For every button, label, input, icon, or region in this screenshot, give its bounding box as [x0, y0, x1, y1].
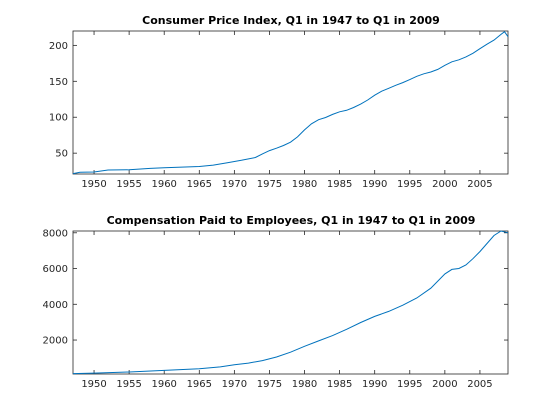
subplot-cpi-marks: 1950 1955 1960 1965 1970 1975 1980 1985 1990 1995…	[49, 30, 509, 190]
x-tick-label: 1995	[397, 179, 422, 190]
x-tick-label: 1955	[116, 379, 141, 390]
subplot-compensation-axes	[72, 230, 509, 375]
x-tick-label: 1950	[81, 379, 106, 390]
series-line-cpi	[72, 30, 509, 175]
y-tick-label: 6000	[43, 264, 68, 275]
x-tick-label: 1965	[187, 179, 212, 190]
x-tick-label: 1980	[292, 379, 317, 390]
x-tick-label: 1965	[187, 379, 212, 390]
x-tick-label: 1985	[327, 179, 352, 190]
subplot-compensation-title: Compensation Paid to Employees, Q1 in 19…	[107, 214, 476, 227]
x-tick-label: 1960	[151, 379, 176, 390]
x-tick-label: 1960	[151, 179, 176, 190]
x-tick-label: 1975	[257, 379, 282, 390]
x-tick-label: 1985	[327, 379, 352, 390]
series-line-compensation	[72, 230, 509, 375]
subplot-cpi-axes	[72, 30, 509, 175]
x-tick-label: 2005	[467, 179, 492, 190]
x-tick-label: 1975	[257, 179, 282, 190]
y-tick-label: 150	[49, 77, 68, 88]
y-tick-label: 8000	[43, 228, 68, 239]
x-tick-label: 2000	[432, 379, 457, 390]
x-tick-label: 1970	[222, 379, 247, 390]
x-tick-label: 1990	[362, 379, 387, 390]
subplot-compensation-marks: 1950 1955 1960 1965 1970 1975 1980 1985 1990 1995…	[43, 228, 509, 390]
subplot-cpi-title: Consumer Price Index, Q1 in 1947 to Q1 i…	[142, 14, 440, 27]
subplot-cpi: Consumer Price Index, Q1 in 1947 to Q1 i…	[49, 14, 509, 190]
x-tick-label: 1995	[397, 379, 422, 390]
y-tick-label: 2000	[43, 336, 68, 347]
subplot-compensation: Compensation Paid to Employees, Q1 in 19…	[43, 214, 509, 390]
y-tick-label: 100	[49, 113, 68, 124]
x-tick-label: 1955	[116, 179, 141, 190]
y-tick-label: 4000	[43, 300, 68, 311]
y-tick-label: 200	[49, 41, 68, 52]
x-tick-label: 2000	[432, 179, 457, 190]
x-tick-label: 2005	[467, 379, 492, 390]
x-tick-label: 1980	[292, 179, 317, 190]
y-tick-label: 50	[55, 149, 68, 160]
x-tick-label: 1950	[81, 179, 106, 190]
x-tick-label: 1990	[362, 179, 387, 190]
x-tick-label: 1970	[222, 179, 247, 190]
